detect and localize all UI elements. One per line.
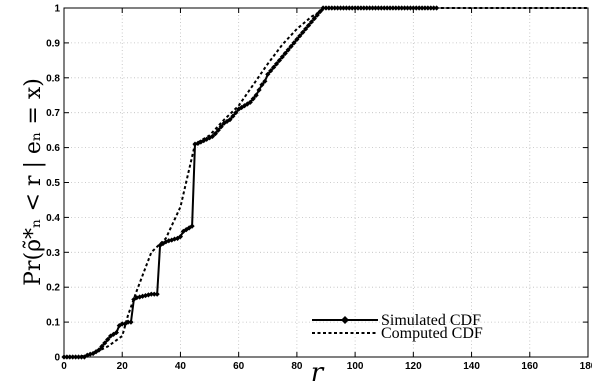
simulated-point: [230, 113, 236, 119]
simulated-point: [271, 64, 277, 70]
simulated-point: [276, 57, 283, 63]
simulated-point: [113, 329, 119, 336]
legend-simulated-label: Simulated CDF: [381, 312, 481, 329]
simulated-point: [218, 124, 224, 130]
simulated-point: [116, 322, 122, 329]
simulated-point: [288, 43, 294, 49]
legend-simulated-marker: [341, 316, 349, 324]
simulated-point: [90, 350, 96, 357]
x-tick-label: 60: [233, 361, 245, 372]
x-tick-label: 40: [175, 361, 187, 372]
x-tick-label: 80: [291, 361, 303, 372]
simulated-point: [303, 26, 309, 32]
simulated-point: [297, 33, 303, 39]
y-tick-label: 0.2: [46, 283, 60, 294]
x-tick-label: 100: [347, 361, 364, 372]
simulated-point: [105, 336, 111, 343]
simulated-point: [177, 233, 184, 240]
x-tick-label: 180: [580, 361, 592, 372]
ticks: [63, 7, 589, 358]
simulated-point: [119, 321, 125, 327]
simulated-point: [256, 87, 262, 93]
simulated-point: [294, 36, 300, 43]
simulated-point: [209, 133, 216, 140]
simulated-point: [131, 296, 137, 303]
y-tick-label: 0.4: [46, 213, 60, 224]
y-tick-label: 0.6: [46, 143, 60, 154]
simulated-point: [247, 99, 253, 105]
simulated-point: [308, 19, 315, 25]
y-tick-label: 0.3: [46, 248, 60, 259]
x-tick-label: 20: [117, 361, 129, 372]
simulated-point: [291, 40, 297, 46]
y-tick-label: 0.5: [46, 178, 60, 189]
x-tick-label: 0: [61, 361, 67, 372]
x-tick-label: 120: [405, 361, 422, 372]
simulated-point: [273, 61, 280, 67]
y-tick-label: 0.9: [46, 38, 60, 49]
simulated-point: [300, 29, 306, 36]
simulated-point: [253, 92, 259, 98]
simulated-point: [262, 78, 268, 84]
simulated-point: [314, 12, 320, 18]
x-tick-label: 160: [521, 361, 538, 372]
y-axis-label: Pr(ρ̃*ₙ < r | eₙ = x): [21, 78, 46, 286]
simulated-point: [268, 68, 274, 74]
simulated-point: [305, 22, 312, 29]
simulated-point: [233, 110, 239, 116]
simulated-point: [125, 319, 131, 325]
plot-area: [64, 8, 588, 357]
simulated-point: [227, 117, 233, 123]
simulated-point: [259, 82, 265, 88]
x-tick-label: 140: [463, 361, 480, 372]
y-tick-label: 0: [54, 353, 60, 364]
series-computed-cdf: [64, 7, 588, 358]
simulated-point: [151, 291, 157, 297]
y-tick-label: 0.8: [46, 73, 60, 84]
simulated-point: [189, 223, 195, 229]
simulated-point: [99, 343, 105, 350]
simulated-point: [212, 131, 218, 137]
simulated-point: [134, 295, 140, 301]
simulated-point: [102, 340, 108, 346]
tick-labels: 0 20 40 60 80 100 120 140 160 180 0 0.1 0.2 0.3 0.4 0.5…: [46, 4, 592, 373]
y-tick-label: 1: [54, 4, 60, 15]
y-tick-label: 0.1: [46, 318, 60, 329]
simulated-point: [154, 291, 160, 297]
simulated-point: [282, 50, 288, 56]
simulated-point: [148, 291, 154, 297]
y-tick-label: 0.7: [46, 108, 60, 119]
simulated-point: [215, 127, 221, 133]
simulated-point: [96, 347, 102, 353]
simulated-point: [122, 321, 128, 327]
simulated-point: [285, 47, 291, 53]
simulated-point: [93, 349, 99, 355]
legend-computed-label: Computed CDF: [381, 325, 483, 342]
simulated-point: [317, 8, 323, 15]
simulated-point: [311, 15, 317, 22]
simulated-point: [250, 96, 256, 102]
simulated-point: [279, 54, 285, 60]
x-axis-label: r: [311, 358, 325, 385]
simulated-point: [265, 71, 271, 77]
simulated-point: [128, 319, 134, 325]
legend: Simulated CDF Computed CDF: [312, 312, 483, 342]
